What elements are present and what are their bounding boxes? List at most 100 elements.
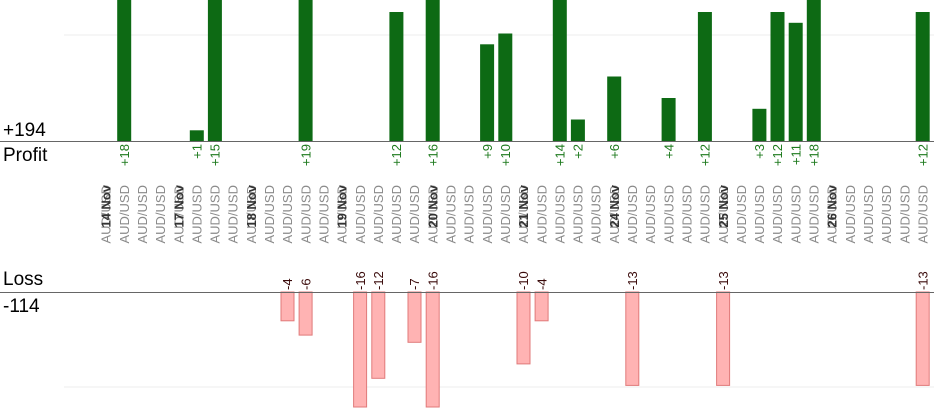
loss-value-label: -12 [371,271,386,290]
category-label: AUD/USD [571,185,586,244]
profit-bar [498,33,513,141]
loss-total: -114 [3,296,40,317]
category-label: AUD/USD [661,185,676,244]
category-label: AUD/USD [262,185,277,244]
category-label: AUD/USD [843,185,858,244]
profit-bar [480,44,495,142]
profit-bar [915,12,930,141]
date-label: 24 Nov [607,184,622,227]
loss-value-label: -10 [516,271,531,290]
category-label: AUD/USD [189,185,204,244]
loss-value-label: -7 [407,278,422,290]
category-label: AUD/USD [244,185,259,244]
category-label: AUD/USD [698,185,713,244]
loss-value-label: -4 [534,278,549,290]
category-label: AUD/USD [135,185,150,244]
category-label: AUD/USD [915,185,930,244]
date-label: 20 Nov [425,184,440,227]
category-label: AUD/USD [861,185,876,244]
category-label: AUD/USD [788,185,803,244]
category-label: AUD/USD [298,185,313,244]
profit-bar [570,119,585,141]
date-label: 14 Nov [99,184,114,227]
loss-value-label: -6 [298,278,313,290]
date-label: 26 Nov [825,184,840,227]
profit-value-label: +11 [788,144,803,165]
profit-bar [207,0,222,141]
profit-bar [752,108,767,142]
loss-value-label: -13 [625,271,640,290]
profit-bar [189,130,204,142]
loss-value-label: -13 [915,271,930,290]
category-label: AUD/USD [643,185,658,244]
profit-bar [806,0,821,141]
loss-value-label: -16 [425,271,440,290]
profit-value-label: +4 [661,144,676,159]
date-label: 19 Nov [335,184,350,227]
category-label: AUD/USD [444,185,459,244]
profit-bar [425,0,440,141]
profit-value-label: +15 [208,144,223,166]
category-label: AUD/USD [680,185,695,244]
profit-bar [697,12,712,141]
profit-label: Profit [3,145,48,166]
category-label: AUD/USD [117,185,132,244]
loss-value-label: -13 [716,271,731,290]
loss-label: Loss [3,269,44,290]
category-label: AUD/USD [480,185,495,244]
loss-bar [298,291,313,336]
profit-value-label: +6 [607,144,622,159]
profit-bar [770,12,785,141]
loss-bar [534,291,549,322]
profit-value-label: +14 [552,144,567,166]
profit-value-label: +1 [189,144,204,159]
category-label: AUD/USD [879,185,894,244]
loss-bar [625,291,640,386]
category-label: AUD/USD [552,185,567,244]
profit-value-label: +9 [480,144,495,159]
category-label: AUD/USD [770,185,785,244]
category-label: AUD/USD [371,185,386,244]
category-label: AUD/USD [407,185,422,244]
category-label: AUD/USD [589,185,604,244]
category-label: AUD/USD [516,185,531,244]
category-label: AUD/USD [280,185,295,244]
date-label: 25 Nov [716,184,731,227]
category-label: AUD/USD [825,185,840,244]
category-label: AUD/USD [389,185,404,244]
profit-bar [661,98,676,141]
date-label: 17 Nov [171,184,186,227]
profit-value-label: +12 [698,144,713,166]
loss-bar [353,291,368,408]
category-label: AUD/USD [498,185,513,244]
category-label: AUD/USD [353,185,368,244]
profit-value-label: +12 [770,144,785,166]
category-label: AUD/USD [534,185,549,244]
category-label: AUD/USD [462,185,477,244]
category-label: AUD/USD [317,185,332,244]
date-label: 21 Nov [516,184,531,227]
profit-value-label: +12 [915,144,930,166]
category-label: AUD/USD [425,185,440,244]
loss-bar [425,291,440,408]
profit-bar [389,12,404,141]
category-label: AUD/USD [208,185,223,244]
loss-bar [915,291,930,386]
category-label: AUD/USD [734,185,749,244]
category-label: AUD/USD [625,185,640,244]
loss-value-label: -16 [353,271,368,290]
loss-bar [371,291,386,379]
profit-value-label: +16 [425,144,440,166]
category-label: AUD/USD [171,185,186,244]
category-label: AUD/USD [807,185,822,244]
category-label: AUD/USD [607,185,622,244]
category-label: AUD/USD [716,185,731,244]
profit-total: +194 [3,120,46,141]
loss-bar [280,291,295,322]
profit-bar [552,0,567,141]
category-label: AUD/USD [752,185,767,244]
category-label: AUD/USD [226,185,241,244]
profit-value-label: +19 [298,144,313,166]
category-label: AUD/USD [99,185,114,244]
